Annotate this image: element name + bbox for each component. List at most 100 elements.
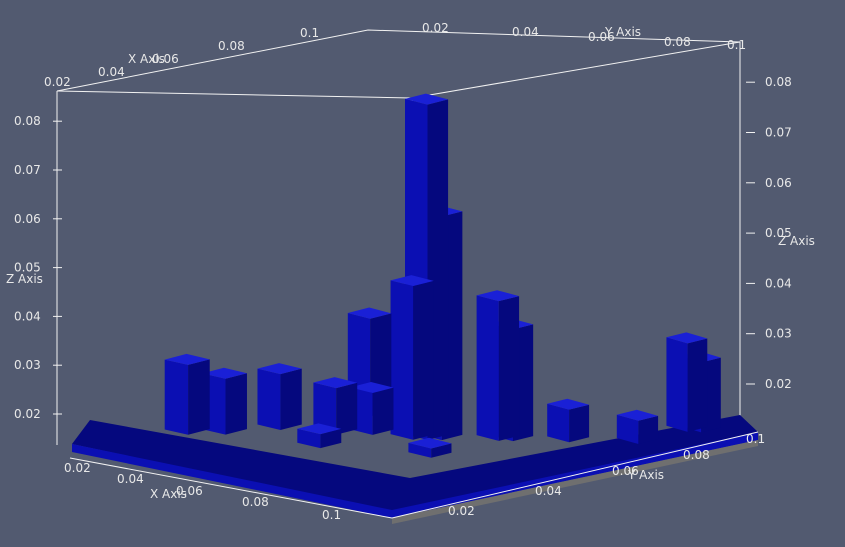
bar-top-face [202,367,247,379]
x-top-tick-label: 0.1 [300,26,319,40]
bar-side-face [413,280,434,440]
box-front-bottom-edge [69,457,393,519]
bar-front-face [297,428,321,449]
x-bottom-tick-label: 0.08 [242,495,269,509]
x-top-tick-label: 0.02 [44,75,71,89]
bar-front-face [313,382,337,435]
y-top-tick-label: 0.08 [664,35,691,49]
floor-base-shadow [392,440,758,524]
bar-front-face [390,280,414,440]
bar-column [257,363,302,430]
bar-front-face [408,442,432,458]
bar-column [666,332,708,432]
bar-side-face [569,404,590,443]
bar-side-face [372,387,394,435]
bar-side-face [188,359,210,435]
bar-front-face [666,337,688,432]
z-tick-label: 0.02 [14,407,41,421]
bar-top-face [347,307,392,319]
x-top-tick-label: 0.08 [218,39,245,53]
z-tick-label-right: 0.04 [765,276,792,290]
x-axis-bottom-ticks: 0.02 0.04 0.06 0.08 0.1 [64,461,341,522]
bar-top-face [405,93,449,105]
y-top-tick-label: 0.1 [727,38,746,52]
bar-top-face [257,363,302,375]
bar-side-face [336,382,358,435]
bar-side-face [638,415,659,444]
z-tick-label-right: 0.05 [765,226,792,240]
bar-top-face [408,437,452,449]
bar-side-face [225,373,247,435]
bar-front-face [257,368,281,430]
box-back-top-edge [56,29,741,92]
x-axis-title-bottom: X Axis [150,487,187,501]
bar-top-face [390,275,434,287]
y-axis-top-ticks: 0.02 0.04 0.06 0.08 0.1 [422,21,746,52]
z-axis-title-right: Z Axis [778,234,815,248]
y-top-tick-label: 0.04 [512,25,539,39]
axis-labels: Z Axis 0.02 0.03 0.04 0.05 0.06 0.07 0.08 Z Ax… [6,21,815,522]
bar-column [476,290,520,441]
bar-top-face [547,398,590,410]
x-bottom-tick-label: 0.1 [322,508,341,522]
bar-column [164,353,210,435]
bar-top-face [313,377,358,389]
floor-slab-front [72,432,758,518]
z-axis-title: Z Axis [6,272,43,286]
bar-side-face [687,338,708,432]
box-right-top-edge [411,41,741,99]
y-top-tick-label: 0.06 [588,30,615,44]
bar-top-face [476,290,520,302]
y-axis-title-top: Y Axis [604,25,641,39]
bar-grid [72,93,758,524]
z-tick-label: 0.06 [14,212,41,226]
z-tick-label: 0.03 [14,358,41,372]
z-tick-label: 0.04 [14,309,41,323]
bar-column [313,377,358,435]
box-front-top-edge [56,90,413,99]
bar-front-face [616,414,639,444]
z-axis-left-ticks: 0.02 0.03 0.04 0.05 0.06 0.07 0.08 [14,114,62,421]
y-bottom-tick-label: 0.04 [535,484,562,498]
z-axis-right-ticks: 0.02 0.03 0.04 0.05 0.06 0.07 0.08 [746,75,792,391]
z-tick-label: 0.05 [14,261,41,275]
z-tick-label-right: 0.06 [765,176,792,190]
bounding-box-front [69,431,759,519]
x-axis-top-ticks: 0.02 0.04 0.06 0.08 0.1 [44,26,319,89]
bar-front-face [476,295,499,441]
x-top-tick-label: 0.04 [98,65,125,79]
y-axis-bottom-ticks: 0.02 0.04 0.06 0.08 0.1 [448,432,765,518]
y-bottom-tick-label: 0.02 [448,504,475,518]
x-bottom-tick-label: 0.04 [117,472,144,486]
bar-top-face [297,423,342,435]
x-top-tick-label: 0.06 [152,52,179,66]
y-axis-title-bottom: Y Axis [627,468,664,482]
bar-top-face [666,332,708,344]
bar-top-face [349,382,394,393]
bar-column [547,398,590,443]
y-bottom-tick-label: 0.08 [683,448,710,462]
bar-side-face [320,428,342,449]
z-tick-label: 0.08 [14,114,41,128]
box-right-bottom-edge [391,431,759,519]
z-tick-label-right: 0.08 [765,75,792,89]
x-bottom-tick-label: 0.06 [176,484,203,498]
bar-column [390,275,434,440]
bar-side-face [431,443,452,458]
z-tick-label-right: 0.03 [765,327,792,341]
bar-front-face [547,403,570,443]
x-bottom-tick-label: 0.02 [64,461,91,475]
bar-front-face [164,359,189,435]
bar-side-face [498,296,520,441]
y-bottom-tick-label: 0.1 [746,432,765,446]
bar-side-face [280,368,302,430]
bar-column [408,437,452,458]
y-bottom-tick-label: 0.06 [612,464,639,478]
bar-column [616,409,659,444]
z-tick-label-right: 0.07 [765,126,792,140]
y-top-tick-label: 0.02 [422,21,449,35]
x-axis-title-top: X Axis [128,52,165,66]
bar-top-face [616,409,659,421]
bar-column [297,423,342,449]
